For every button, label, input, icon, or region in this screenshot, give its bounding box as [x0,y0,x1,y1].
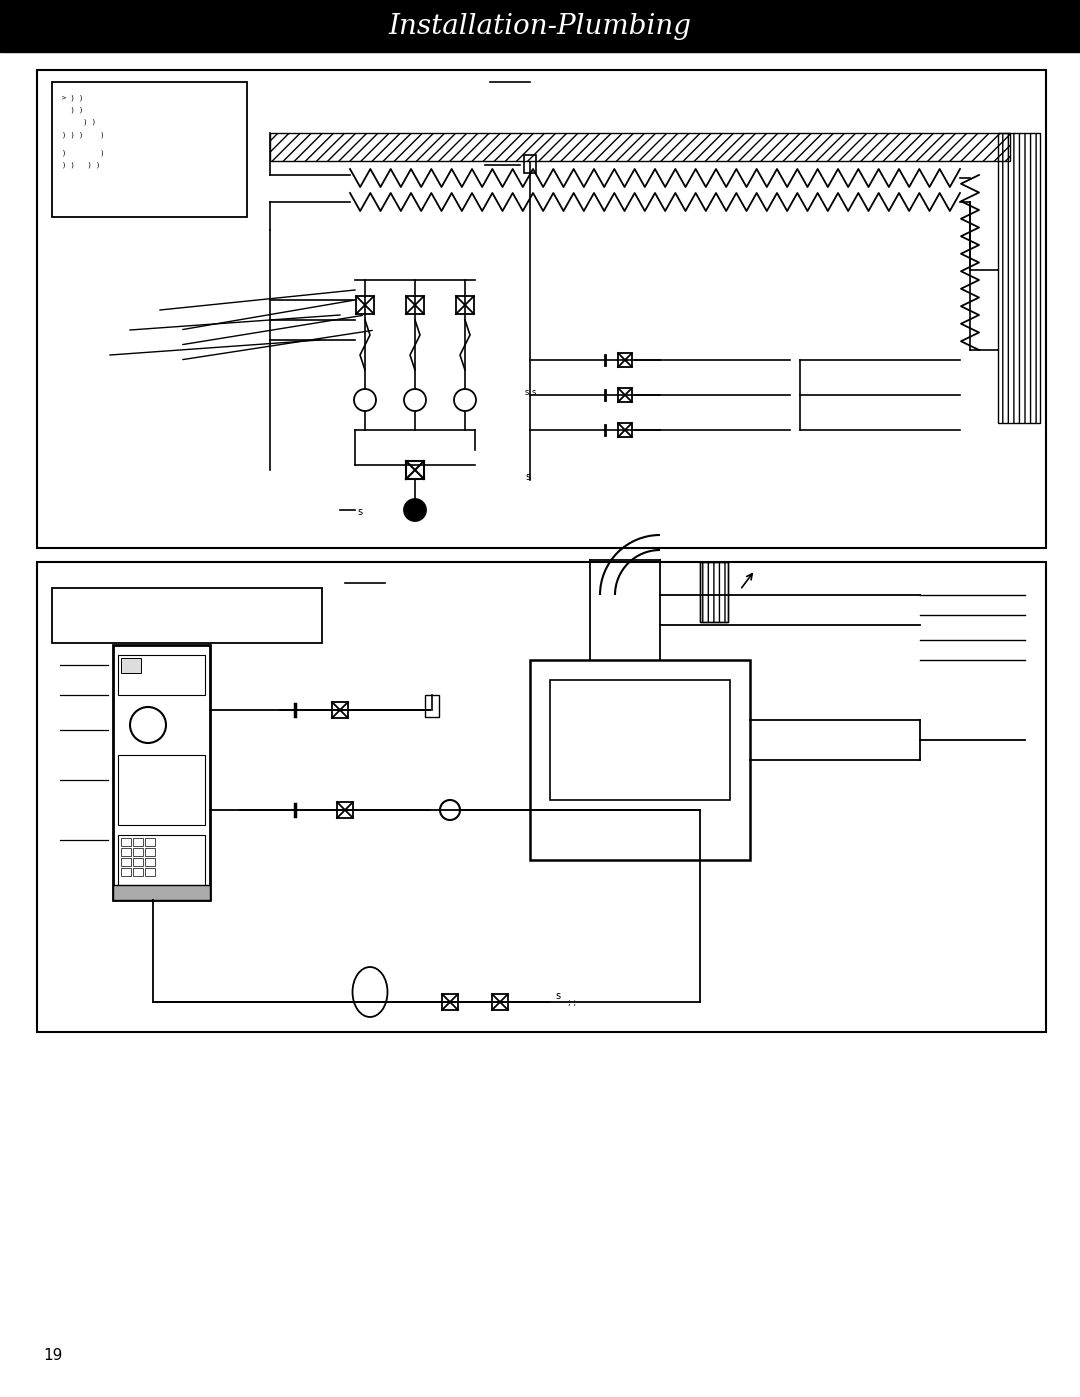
Bar [145,868,156,876]
Bar [700,562,728,622]
Bar [37,562,1047,1032]
Bar [133,848,143,856]
Text: ; ;: ; ; [568,997,576,1007]
Bar [118,835,205,890]
Text: s: s [357,507,362,517]
Text: ) )   ) ): ) ) ) ) [62,162,100,168]
Bar [530,659,750,861]
Circle shape [454,388,476,411]
Text: s: s [525,472,530,482]
Text: ) ): ) ) [62,106,83,113]
Bar [113,886,210,900]
Text: s s: s s [525,388,537,397]
Bar [133,858,143,866]
Text: s: s [555,990,561,1002]
Bar [52,82,247,217]
Bar [121,848,131,856]
Bar [270,133,1010,161]
Text: Installation-Plumbing: Installation-Plumbing [389,13,691,39]
Text: ) ): ) ) [62,119,96,126]
Bar [37,70,1047,548]
Bar [121,858,131,866]
Bar [700,562,728,622]
Bar [0,0,1080,52]
Bar [550,680,730,800]
Bar [113,645,210,900]
Bar [133,838,143,847]
Bar [121,868,131,876]
Bar [426,694,438,717]
Bar [145,858,156,866]
Bar [121,658,141,673]
Bar [121,838,131,847]
Circle shape [404,499,426,521]
Bar [524,155,536,173]
Bar [133,868,143,876]
Bar [145,848,156,856]
Text: 19: 19 [43,1348,63,1363]
Bar [118,655,205,694]
Bar [52,588,322,643]
Circle shape [404,388,426,411]
Bar [998,133,1040,423]
Bar [118,754,205,826]
Bar [145,838,156,847]
Text: > ) ): > ) ) [62,95,83,101]
Text: )        ): ) ) [62,149,105,156]
Circle shape [354,388,376,411]
Text: ) ) )    ): ) ) ) ) [62,131,105,138]
